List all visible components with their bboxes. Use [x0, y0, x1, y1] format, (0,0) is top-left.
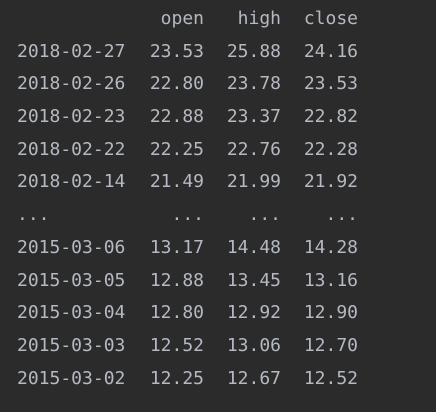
cell-close: 22.82 — [303, 106, 358, 128]
cell-open: 22.88 — [149, 106, 204, 128]
cell-high: 12.92 — [226, 302, 281, 324]
cell-open: 12.52 — [149, 334, 204, 356]
row-index: 2018-02-14 — [17, 171, 126, 193]
cell-close: 14.28 — [303, 236, 358, 258]
row-index: 2015-03-05 — [17, 269, 126, 291]
row-index: 2015-03-02 — [17, 367, 126, 389]
table-row: 2015-03-04 12.80 12.92 12.90 — [0, 297, 436, 330]
cell-close: ... — [325, 204, 358, 226]
cell-open: 23.53 — [149, 40, 204, 62]
column-header-close: close — [303, 8, 358, 29]
cell-high: 23.37 — [226, 106, 281, 128]
cell-close: 24.16 — [303, 40, 358, 62]
cell-high: 14.48 — [226, 236, 281, 258]
table-row: 2018-02-27 23.53 25.88 24.16 — [0, 36, 436, 69]
row-index: 2015-03-04 — [17, 302, 126, 324]
cell-open: 12.80 — [149, 302, 204, 324]
cell-high: 23.78 — [226, 73, 281, 95]
cell-high: 13.45 — [226, 269, 281, 291]
table-row: 2018-02-22 22.25 22.76 22.28 — [0, 134, 436, 167]
cell-close: 12.90 — [303, 302, 358, 324]
cell-high: 22.76 — [226, 138, 281, 160]
row-index: 2018-02-27 — [17, 40, 126, 62]
table-header-row: open high close — [0, 3, 436, 36]
cell-close: 21.92 — [303, 171, 358, 193]
cell-high: 25.88 — [226, 40, 281, 62]
table-row: 2015-03-05 12.88 13.45 13.16 — [0, 265, 436, 298]
cell-open: 22.25 — [149, 138, 204, 160]
cell-close: 13.16 — [303, 269, 358, 291]
cell-close: 12.70 — [303, 334, 358, 356]
row-index: 2018-02-23 — [17, 106, 126, 128]
table-row: 2015-03-03 12.52 13.06 12.70 — [0, 330, 436, 363]
table-row: 2018-02-23 22.88 23.37 22.82 — [0, 101, 436, 134]
table-body: 2018-02-27 23.53 25.88 24.16 2018-02-26 22.80… — [0, 36, 436, 396]
cell-open: 12.88 — [149, 269, 204, 291]
cell-high: 21.99 — [226, 171, 281, 193]
cell-high: ... — [248, 204, 281, 226]
column-header-high: high — [237, 8, 281, 29]
column-header-open: open — [160, 8, 204, 29]
row-index: 2018-02-22 — [17, 138, 126, 160]
cell-high: 13.06 — [226, 334, 281, 356]
cell-open: 21.49 — [149, 171, 204, 193]
cell-open: 22.80 — [149, 73, 204, 95]
cell-open: 13.17 — [149, 236, 204, 258]
row-index: ... — [17, 204, 50, 226]
table-row: 2015-03-02 12.25 12.67 12.52 — [0, 363, 436, 396]
cell-close: 22.28 — [303, 138, 358, 160]
row-index: 2018-02-26 — [17, 73, 126, 95]
cell-close: 23.53 — [303, 73, 358, 95]
table-row: ............ — [0, 199, 436, 232]
row-index: 2015-03-03 — [17, 334, 126, 356]
table-row: 2015-03-06 13.17 14.48 14.28 — [0, 232, 436, 265]
row-index: 2015-03-06 — [17, 236, 126, 258]
cell-open: ... — [171, 204, 204, 226]
cell-high: 12.67 — [226, 367, 281, 389]
cell-close: 12.52 — [303, 367, 358, 389]
cell-open: 12.25 — [149, 367, 204, 389]
table-row: 2018-02-14 21.49 21.99 21.92 — [0, 166, 436, 199]
table-row: 2018-02-26 22.80 23.78 23.53 — [0, 68, 436, 101]
